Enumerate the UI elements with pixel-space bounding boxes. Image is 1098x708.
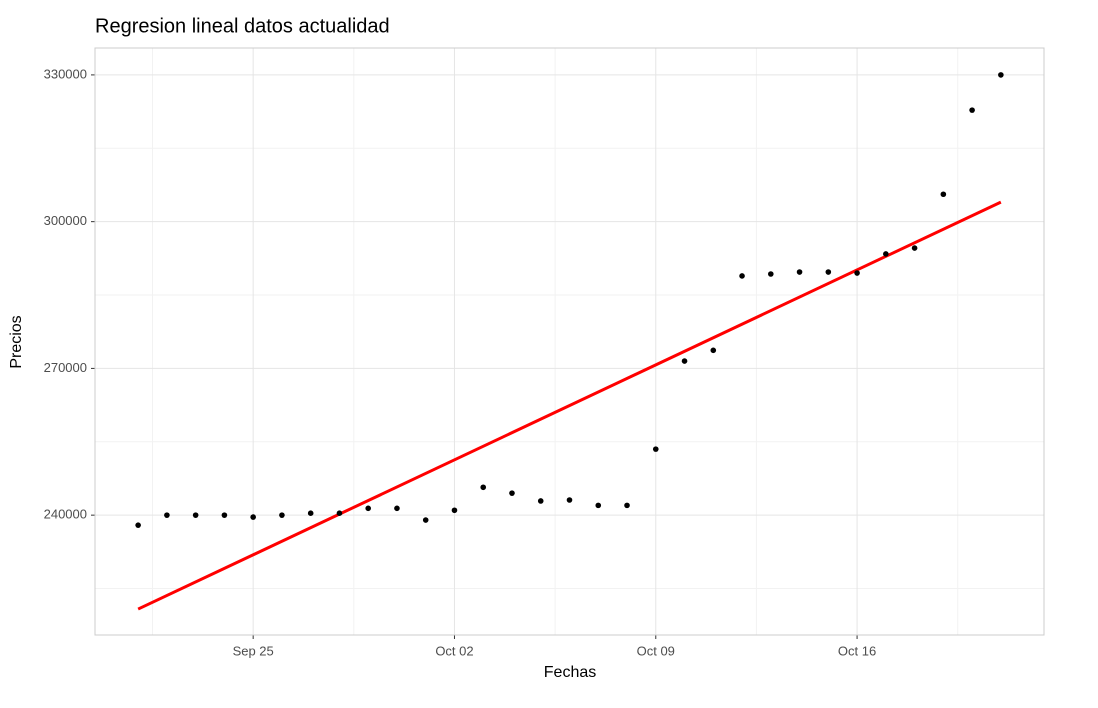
x-tick-label: Sep 25	[233, 643, 274, 658]
point	[365, 505, 371, 512]
chart-title: Regresion lineal datos actualidad	[95, 15, 390, 37]
point	[911, 245, 918, 251]
point	[969, 107, 975, 113]
x-axis-title: Fechas	[544, 664, 596, 681]
point	[652, 446, 659, 452]
point	[854, 270, 860, 276]
panel-border	[94, 47, 1045, 636]
point	[710, 347, 717, 354]
point	[422, 517, 429, 523]
point	[135, 522, 141, 528]
y-tick-label: 330000	[44, 66, 87, 81]
x-tick-label: Oct 16	[838, 643, 876, 658]
point	[796, 269, 803, 275]
point	[250, 514, 256, 520]
point	[825, 269, 832, 275]
point	[595, 502, 602, 509]
regression-line	[137, 200, 1002, 611]
y-tick-label: 300000	[44, 213, 87, 228]
y-tick-label: 270000	[44, 360, 87, 375]
point	[221, 512, 228, 518]
point	[566, 497, 573, 503]
point	[624, 502, 630, 509]
x-tick-label: Oct 09	[637, 643, 675, 658]
point	[537, 498, 544, 504]
x-tick-label: Oct 02	[435, 643, 473, 658]
point	[394, 505, 400, 512]
y-axis-title: Precios	[8, 315, 25, 368]
point	[998, 72, 1004, 78]
point	[307, 510, 314, 516]
point	[883, 251, 889, 257]
point	[940, 191, 947, 198]
point	[768, 271, 774, 277]
point	[480, 484, 487, 491]
point	[164, 512, 170, 518]
point	[509, 490, 515, 496]
point	[681, 358, 688, 364]
point	[336, 510, 343, 516]
point	[192, 512, 199, 518]
point	[279, 512, 285, 518]
y-tick-label: 240000	[44, 507, 87, 522]
point	[739, 273, 745, 279]
point	[451, 507, 458, 514]
